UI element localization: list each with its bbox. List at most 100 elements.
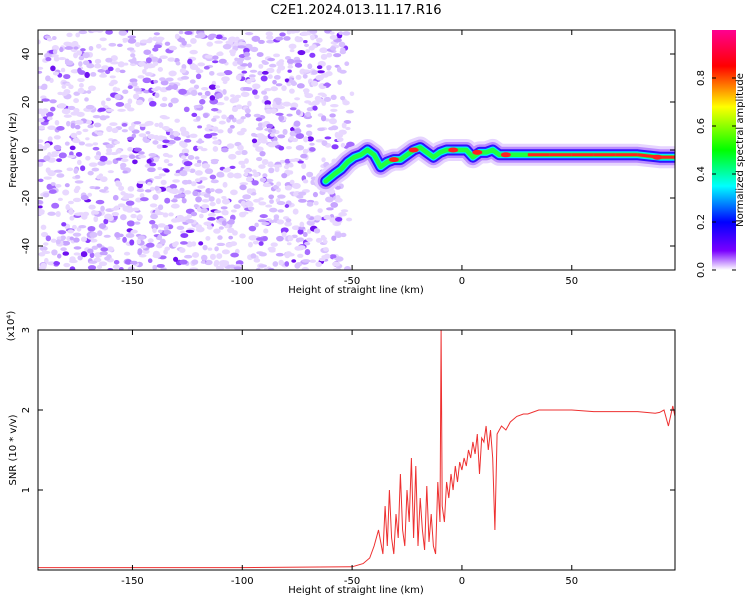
noise-speck [185,229,195,233]
noise-speck [159,103,168,108]
noise-speck [268,194,275,200]
noise-speck [229,49,237,54]
noise-speck [170,188,179,195]
noise-speck [207,247,213,251]
noise-speck [344,266,352,270]
noise-speck [258,63,264,69]
noise-speck [156,263,165,268]
noise-speck [100,100,106,106]
noise-speck [323,83,332,87]
noise-speck [66,120,71,127]
noise-speck [194,162,202,168]
noise-speck [41,108,49,114]
noise-speck [186,241,194,248]
noise-speck [260,75,268,82]
noise-speck [266,123,274,129]
noise-speck [215,34,223,40]
noise-speck [75,152,83,157]
noise-speck [280,227,289,234]
noise-speck [207,217,216,221]
noise-speck [138,133,147,138]
noise-speck [190,38,197,44]
noise-speck [138,155,147,159]
noise-speck [46,183,53,190]
noise-speck [321,157,326,163]
noise-speck [201,163,211,169]
noise-speck [261,59,267,64]
noise-speck [321,140,328,146]
noise-speck [157,234,163,241]
noise-speck [106,147,113,154]
noise-speck [137,75,145,79]
noise-speck [214,188,223,194]
noise-speck [329,254,337,259]
noise-speck [111,127,119,134]
noise-speck [126,220,135,227]
noise-speck [82,60,90,66]
noise-speck [76,111,85,117]
noise-speck [255,117,263,122]
noise-speck [185,43,192,48]
noise-speck [73,108,80,114]
noise-speck [55,239,61,245]
noise-speck [264,178,274,183]
noise-speck [326,207,334,211]
noise-speck [47,125,56,131]
noise-speck [264,88,272,92]
noise-speck [38,210,45,216]
spectrogram-y-tick-label: -40 [21,238,32,254]
noise-speck [125,200,135,206]
noise-speck [314,95,322,102]
noise-speck [52,71,60,76]
noise-speck [172,241,178,248]
noise-speck [123,62,129,66]
noise-speck [306,124,313,128]
noise-speck [152,227,157,234]
noise-speck [122,205,129,212]
noise-speck [74,212,83,216]
noise-speck [38,265,47,270]
noise-speck [110,152,118,156]
noise-speck [38,163,42,167]
noise-speck [87,192,93,197]
noise-speck [267,161,274,167]
noise-speck [143,49,152,55]
noise-speck [261,90,268,95]
spectrogram-y-tick-label: 0 [21,147,32,153]
noise-speck [295,109,301,116]
noise-speck [122,195,129,200]
noise-speck [122,170,128,174]
noise-speck [78,70,86,75]
noise-speck [152,194,159,201]
noise-speck [122,236,127,243]
noise-speck [70,69,80,74]
noise-speck [193,104,202,109]
noise-speck [88,204,96,210]
noise-speck [107,66,114,72]
noise-speck [65,82,71,87]
noise-speck [298,191,307,196]
snr-line [38,330,675,569]
noise-speck [84,97,89,102]
noise-speck [276,201,286,206]
noise-speck [295,145,305,151]
noise-speck [230,96,240,103]
noise-speck [286,58,295,64]
noise-speck [269,133,276,137]
noise-speck [222,88,227,95]
noise-speck [338,31,344,35]
noise-speck [285,170,290,174]
noise-speck [261,70,269,75]
noise-speck [244,43,253,49]
noise-speck [288,163,294,168]
noise-speck [92,146,100,151]
noise-speck [212,146,219,152]
noise-speck [50,106,56,112]
snr-x-tick-label: 50 [565,576,578,587]
noise-speck [316,70,325,74]
noise-speck [113,140,121,145]
noise-speck [207,212,216,217]
noise-speck [349,91,355,97]
noise-speck [294,97,301,101]
noise-speck [163,229,172,235]
